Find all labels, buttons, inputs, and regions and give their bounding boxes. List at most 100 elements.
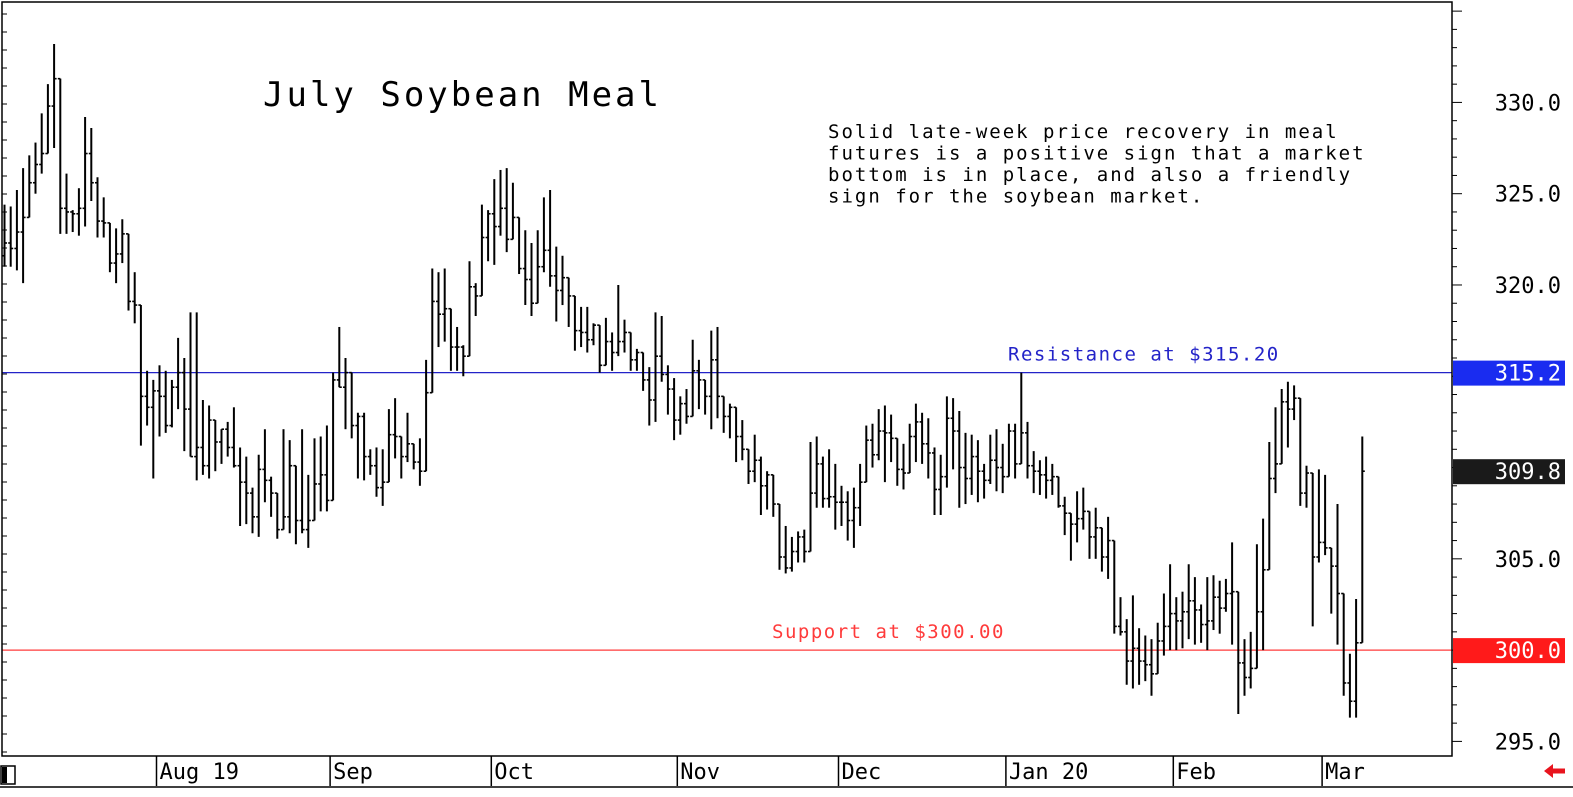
labels-layer: July Soybean Meal Solid late-week price … (263, 75, 1364, 208)
price-bar (460, 345, 466, 377)
price-bar (690, 339, 696, 418)
price-bar (950, 398, 956, 470)
price-bar (919, 412, 925, 464)
price-bar (901, 443, 906, 490)
price-bar (417, 438, 423, 486)
price-bar (1025, 421, 1030, 479)
price-bar (274, 492, 280, 539)
price-bar (646, 367, 652, 426)
price-bar (696, 359, 702, 410)
price-bar (913, 403, 919, 463)
price-bar (845, 491, 851, 541)
price-bar (1335, 504, 1340, 645)
price-bar (1062, 496, 1068, 536)
y-tick-label: 330.0 (1495, 91, 1561, 116)
price-bar (1136, 628, 1142, 685)
price-bar (553, 246, 559, 322)
price-bar (14, 190, 20, 271)
price-bar (994, 429, 999, 492)
price-bar (677, 396, 683, 435)
price-bar (113, 228, 119, 284)
price-bar (746, 448, 751, 484)
price-bar (938, 454, 944, 516)
support-price-badge-text: 300.0 (1495, 639, 1561, 664)
price-bars-layer (2, 43, 1365, 718)
price-bar (479, 204, 485, 297)
price-bar (1124, 619, 1130, 685)
price-bar (132, 272, 138, 324)
price-bar (349, 371, 355, 439)
x-tick-label: Jan 20 (1009, 760, 1088, 785)
price-bar (429, 268, 435, 394)
price-bar (870, 423, 875, 468)
x-tick-label: Mar (1325, 760, 1365, 785)
price-bar (758, 456, 764, 516)
y-tick-label: 320.0 (1495, 274, 1561, 299)
price-bar (560, 255, 565, 306)
price-bar (659, 316, 665, 382)
price-bar (355, 412, 361, 479)
price-bar (305, 474, 311, 548)
price-bar (795, 531, 801, 563)
price-bar (1037, 460, 1043, 495)
price-bar (1211, 575, 1216, 631)
horizontal-lines-layer: Resistance at $315.20 Support at $300.00 (2, 344, 1452, 651)
price-bar (243, 456, 249, 525)
price-bar (200, 399, 206, 475)
price-bar (1341, 592, 1347, 696)
price-bar (448, 307, 454, 371)
support-label: Support at $300.00 (772, 621, 1005, 643)
support-price-badge (1453, 638, 1565, 664)
price-bar (70, 210, 76, 233)
price-bar (603, 317, 609, 367)
price-bar (1192, 577, 1198, 645)
price-bar (752, 434, 758, 483)
price-bar (442, 268, 448, 342)
price-bar (566, 276, 572, 327)
price-bar (1049, 463, 1055, 495)
price-bar (609, 332, 615, 371)
price-bar (318, 436, 324, 512)
price-bar (324, 425, 330, 512)
price-bar (411, 443, 417, 470)
price-bar (386, 409, 392, 483)
annotation-line: sign for the soybean market. (828, 186, 1204, 208)
y-axis: 330.0 325.0 320.0 305.0 295.0 (1452, 10, 1561, 755)
price-bar (405, 412, 410, 463)
price-bar (547, 190, 553, 287)
price-bar (343, 358, 348, 430)
price-bar (832, 463, 838, 530)
price-bar (188, 312, 193, 458)
price-bar (591, 323, 596, 346)
y-tick-label: 295.0 (1495, 730, 1561, 755)
price-bar (194, 312, 200, 481)
price-bar (64, 173, 69, 234)
price-bar (312, 438, 317, 522)
price-bar (1167, 564, 1173, 651)
price-bar (268, 476, 274, 517)
x-tick-label: Nov (680, 760, 720, 785)
price-bar (485, 210, 491, 262)
price-bar (20, 168, 26, 284)
price-bar (1198, 604, 1204, 643)
price-bar (876, 409, 882, 461)
price-bar (584, 306, 590, 353)
y-tick-label: 305.0 (1495, 548, 1561, 573)
red-left-arrow-icon (1544, 764, 1565, 778)
price-bar (157, 365, 162, 437)
price-bar (615, 284, 621, 357)
price-bar (1359, 436, 1365, 644)
price-bar (1111, 539, 1117, 634)
price-bar (1043, 456, 1049, 499)
price-bar (169, 379, 175, 428)
price-bar (1248, 631, 1254, 689)
price-bar (1204, 577, 1210, 651)
price-bar (653, 312, 658, 422)
price-bar (1080, 487, 1086, 530)
price-bar (727, 403, 733, 439)
price-bar (231, 407, 237, 468)
y-tick-label: 325.0 (1495, 183, 1561, 208)
price-bar (1180, 591, 1185, 649)
